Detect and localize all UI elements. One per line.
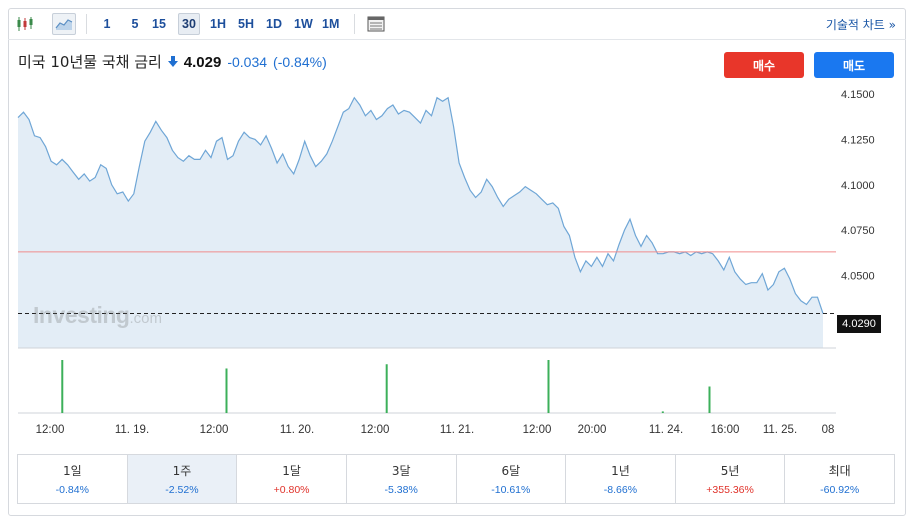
timeframe-5[interactable]: 5 xyxy=(131,17,139,31)
volume-bar xyxy=(385,364,388,413)
toolbar-divider xyxy=(354,14,355,34)
x-tick-label: 11. 20. xyxy=(280,424,314,436)
toolbar-divider xyxy=(86,14,87,34)
period-label: 1주 xyxy=(172,464,192,478)
period-label: 5년 xyxy=(720,464,740,478)
x-tick-label: 11. 24. xyxy=(649,424,683,436)
period-label: 1일 xyxy=(62,464,82,478)
period-cell[interactable]: 5년 +355.36% xyxy=(676,455,786,503)
x-tick-label: 08 xyxy=(822,424,835,436)
x-tick-label: 11. 25. xyxy=(763,424,797,436)
timeframe-1h[interactable]: 1H xyxy=(210,17,226,31)
period-label: 1년 xyxy=(611,464,630,478)
timeframe-1d[interactable]: 1D xyxy=(266,17,282,31)
period-label: 1달 xyxy=(282,464,301,478)
price-change: -0.034 xyxy=(227,54,268,70)
period-label: 3달 xyxy=(391,464,411,478)
timeframe-1m[interactable]: 1M xyxy=(322,17,340,31)
timeframe-1[interactable]: 1 xyxy=(103,17,111,31)
buy-order-button[interactable]: 매수 xyxy=(724,52,804,78)
x-tick-label: 16:00 xyxy=(711,424,740,436)
timeframe-30[interactable]: 30 xyxy=(178,13,200,35)
price-area-fill xyxy=(18,97,823,348)
period-change: -8.66% xyxy=(603,484,638,496)
period-change: -0.84% xyxy=(55,484,89,496)
volume-bar xyxy=(225,368,228,413)
table-icon[interactable] xyxy=(365,13,387,35)
period-change: +0.80% xyxy=(273,484,310,496)
price-change-percent: (-0.84%) xyxy=(273,54,327,70)
quote-header: 미국 10년물 국채 금리 4.029 -0.034 (-0.84%) xyxy=(18,51,327,72)
price-line xyxy=(17,96,824,314)
area-chart-icon[interactable] xyxy=(52,13,76,35)
period-cell[interactable]: 1일 -0.84% xyxy=(18,455,128,503)
period-cell[interactable]: 최대 -60.92% xyxy=(785,455,894,503)
period-performance-table: 1일 -0.84% 1주 -2.52% 1달 +0.80% 3달 -5.38% 6달 -10.61… xyxy=(17,454,895,504)
period-cell[interactable]: 3달 -5.38% xyxy=(347,455,457,503)
period-change: -10.61% xyxy=(491,484,531,496)
volume-bar xyxy=(547,360,550,413)
volume-bar xyxy=(661,411,664,413)
chart-toolbar: 1 5 15 30 1H 5H 1D 1W 1M 기술적 차트 » xyxy=(8,8,906,40)
x-tick-label: 12:00 xyxy=(361,424,390,436)
period-change: -60.92% xyxy=(820,484,860,496)
period-cell[interactable]: 1주 -2.52% xyxy=(127,455,238,503)
period-label: 최대 xyxy=(828,464,851,478)
last-price: 4.029 xyxy=(183,54,222,71)
investing-watermark: Investing .com xyxy=(33,302,162,329)
x-tick-label: 12:00 xyxy=(36,424,65,436)
x-tick-label: 11. 21. xyxy=(440,424,474,436)
period-cell[interactable]: 1달 +0.80% xyxy=(237,455,347,503)
x-tick-label: 20:00 xyxy=(578,424,607,436)
y-tick-label: 4.0750 xyxy=(841,225,875,237)
x-tick-label: 12:00 xyxy=(523,424,552,436)
y-tick-label: 4.1000 xyxy=(841,180,875,192)
y-tick-label: 4.1250 xyxy=(841,134,875,146)
current-price-tag: 4.0290 xyxy=(837,315,881,333)
watermark-suffix: .com xyxy=(129,310,162,327)
period-change: -5.38% xyxy=(384,484,418,496)
timeframe-1w[interactable]: 1W xyxy=(294,17,313,31)
period-label: 6달 xyxy=(501,464,521,478)
arrow-down-icon xyxy=(167,56,178,67)
volume-bar xyxy=(61,360,64,413)
timeframe-15[interactable]: 15 xyxy=(152,17,166,31)
period-cell[interactable]: 1년 -8.66% xyxy=(566,455,676,503)
watermark-brand: Investing xyxy=(33,302,130,328)
y-tick-label: 4.0500 xyxy=(841,270,875,282)
x-tick-label: 12:00 xyxy=(200,424,229,436)
price-chart[interactable]: 4.1500 4.1250 4.1000 4.0750 4.0500 12:00 11. … xyxy=(0,0,912,445)
sell-order-button[interactable]: 매도 xyxy=(814,52,894,78)
period-cell[interactable]: 6달 -10.61% xyxy=(457,455,567,503)
x-tick-label: 11. 19. xyxy=(115,424,149,436)
candlestick-icon[interactable] xyxy=(14,13,36,35)
technical-chart-link[interactable]: 기술적 차트 » xyxy=(825,18,896,32)
period-change: -2.52% xyxy=(165,484,199,496)
timeframe-5h[interactable]: 5H xyxy=(238,17,254,31)
y-tick-label: 4.1500 xyxy=(841,89,875,101)
period-change: +355.36% xyxy=(706,484,754,496)
instrument-title: 미국 10년물 국채 금리 xyxy=(18,53,162,71)
volume-bar xyxy=(708,386,711,413)
